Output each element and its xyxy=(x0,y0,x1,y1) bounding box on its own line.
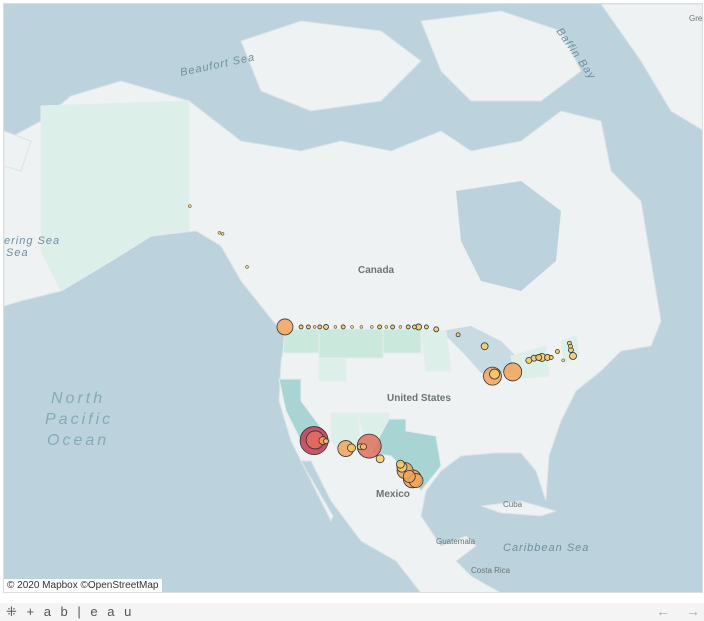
map-view[interactable]: Beaufort Sea Baffin Bay ering Sea Sea Gr… xyxy=(3,3,703,593)
label-greenland: Gre xyxy=(689,14,703,23)
crossing-point[interactable] xyxy=(220,232,225,236)
label-bering-sea: ering Sea xyxy=(4,235,60,247)
map-attribution[interactable]: © 2020 Mapbox ©OpenStreetMap xyxy=(4,579,162,592)
crossing-point[interactable] xyxy=(377,324,383,330)
crossing-point[interactable] xyxy=(305,324,311,330)
label-costa-rica: Costa Rica xyxy=(471,566,511,575)
label-ocean-1: North xyxy=(51,390,105,407)
crossing-point[interactable] xyxy=(535,354,543,361)
crossing-point[interactable] xyxy=(412,324,417,330)
label-ocean-3: Ocean xyxy=(47,432,109,449)
crossing-point[interactable] xyxy=(360,443,367,451)
crossing-point[interactable] xyxy=(489,368,500,380)
states xyxy=(40,100,580,492)
crossing-point[interactable] xyxy=(347,443,356,453)
crossing-point[interactable] xyxy=(298,324,304,330)
logo-text: + a b | e a u xyxy=(26,604,135,619)
back-arrow-icon[interactable]: ← xyxy=(656,603,670,619)
crossing-point[interactable] xyxy=(480,342,489,351)
crossing-point[interactable] xyxy=(333,325,338,329)
label-ocean-2: Pacific xyxy=(45,411,113,428)
label-bering-sea-2: Sea xyxy=(6,247,29,259)
crossing-point[interactable] xyxy=(390,324,396,330)
crossing-point[interactable] xyxy=(568,343,573,349)
crossing-point[interactable] xyxy=(317,324,323,330)
label-guatemala: Guatemala xyxy=(436,537,476,546)
label-caribbean-sea: Caribbean Sea xyxy=(503,542,589,554)
crossing-point[interactable] xyxy=(433,326,440,333)
label-cuba: Cuba xyxy=(503,500,523,509)
crossing-point[interactable] xyxy=(423,324,429,330)
forward-arrow-icon[interactable]: → xyxy=(686,603,700,619)
tableau-cross-icon: ⁜ xyxy=(6,604,27,619)
map-canvas[interactable]: Beaufort Sea Baffin Bay ering Sea Sea Gr… xyxy=(4,4,703,593)
tableau-logo[interactable]: ⁜ + a b | e a u xyxy=(6,604,134,620)
crossing-point[interactable] xyxy=(384,325,389,329)
great-lakes xyxy=(441,326,521,373)
crossing-point[interactable] xyxy=(276,318,294,336)
label-mexico: Mexico xyxy=(376,489,410,500)
crossing-point[interactable] xyxy=(561,358,565,363)
hudson-bay xyxy=(456,181,561,291)
crossing-point[interactable] xyxy=(340,324,346,330)
crossing-point[interactable] xyxy=(398,325,403,329)
crossing-point[interactable] xyxy=(245,265,249,269)
crossing-point[interactable] xyxy=(555,349,560,354)
crossing-point[interactable] xyxy=(395,459,405,469)
crossing-point[interactable] xyxy=(359,325,364,329)
crossing-point[interactable] xyxy=(548,355,554,360)
crossing-point[interactable] xyxy=(503,362,523,382)
crossing-point[interactable] xyxy=(323,324,329,330)
crossing-point[interactable] xyxy=(402,470,416,483)
crossing-point[interactable] xyxy=(405,324,411,330)
crossing-point[interactable] xyxy=(455,332,461,338)
crossing-point[interactable] xyxy=(370,325,374,329)
crossing-point[interactable] xyxy=(350,325,354,329)
data-points xyxy=(188,204,577,489)
crossing-point[interactable] xyxy=(188,204,192,208)
footer-bar: ⁜ + a b | e a u ← → xyxy=(0,603,704,621)
crossing-point[interactable] xyxy=(217,231,222,235)
crossing-point[interactable] xyxy=(569,352,577,360)
crossing-point[interactable] xyxy=(323,438,329,445)
crossing-point[interactable] xyxy=(375,454,385,464)
label-canada: Canada xyxy=(358,265,395,276)
crossing-point[interactable] xyxy=(312,325,317,329)
label-united-states: United States xyxy=(387,393,451,404)
